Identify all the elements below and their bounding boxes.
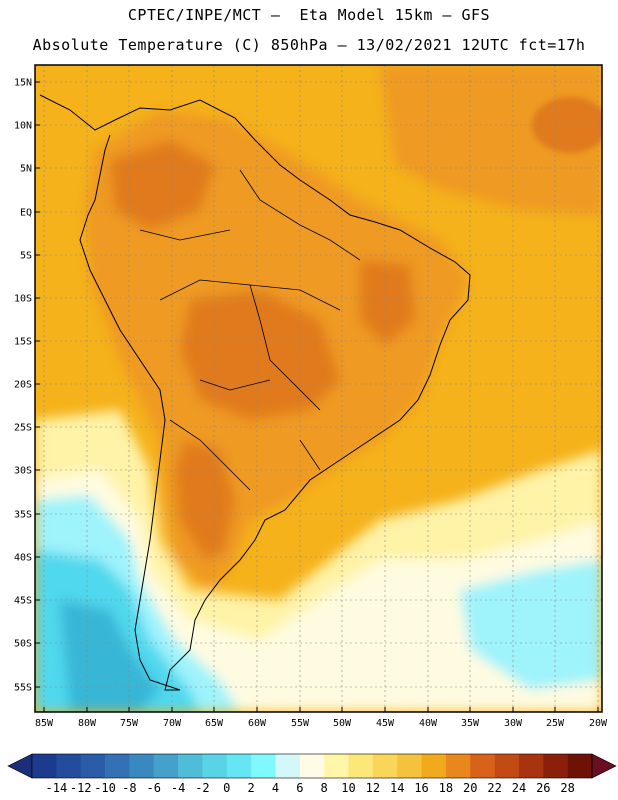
cold-zone-deep [60,600,160,712]
hot-patch-atlantic [532,97,602,153]
colorbar-label: -2 [195,781,209,795]
colorbar-segment [470,754,495,778]
lon-tick-label: 60W [248,718,267,729]
hot-core-central [180,290,340,420]
lat-tick-label: 40S [14,553,32,564]
hot-core-northwest [110,140,215,230]
lat-tick-label: 5S [20,251,32,262]
colorbar-segment [226,754,252,778]
lat-tick-label: 30S [14,466,32,477]
colorbar-segment [421,754,447,778]
lat-tick-label: 10N [14,121,32,132]
colorbar-segment [518,754,544,778]
colorbar-segment [445,754,471,778]
colorbar-segment [251,754,276,778]
colorbar-label: 14 [390,781,404,795]
lat-tick-label: 5N [20,164,32,175]
lon-tick-label: 50W [333,718,352,729]
coastline [39,94,471,691]
lon-tick-label: 65W [205,718,224,729]
colorbar-label: 20 [463,781,477,795]
colorbar-label: 28 [560,781,574,795]
lon-tick-label: 40W [419,718,438,729]
colorbar-label: 4 [272,781,279,795]
colorbar-label: 0 [223,781,230,795]
chart-title-line1: CPTEC/INPE/MCT – Eta Model 15km – GFS [127,6,491,24]
colorbar-cap-high [591,753,617,779]
colorbar-segment [80,754,106,778]
colorbar-label: 2 [248,781,255,795]
lon-tick-label: 55W [291,718,310,729]
colorbar-label: 26 [536,781,550,795]
lon-tick-label: 75W [120,718,139,729]
latitude-axis: 15N 10N 5N EQ 5S 10S 15S 20S 25S 30S 35S 40S 45S 50S 5… [14,78,40,694]
lat-tick-label: 50S [14,639,32,650]
chart-title-line2: Absolute Temperature (C) 850hPa – 13/02/… [32,36,586,54]
lon-tick-label: 80W [78,718,97,729]
colorbar-segment [153,754,179,778]
colorbar-segment [105,754,130,778]
lat-tick-label: 20S [14,380,32,391]
lat-tick-label: EQ [20,208,32,219]
map-frame [34,64,603,713]
colorbar-segment [348,754,374,778]
colorbar-label: 12 [366,781,380,795]
colorbar-label: 22 [487,781,501,795]
colorbar-label: 18 [439,781,453,795]
lat-tick-label: 35S [14,510,32,521]
colorbar-segment [275,754,301,778]
colorbar: -14 -12 -10 -8 -6 -4 -2 0 2 4 6 8 10 12 14 16 18 20 22 24 26… [7,753,617,795]
warm-ocean-northeast [380,65,602,215]
lon-tick-label: 35W [461,718,480,729]
lat-tick-label: 15S [14,337,32,348]
colorbar-label: -14 [46,781,68,795]
colorbar-label: 8 [321,781,328,795]
colorbar-segment [202,754,228,778]
colorbar-segment [299,754,325,778]
colorbar-segment [129,754,155,778]
colorbar-label: -6 [147,781,161,795]
lat-tick-label: 25S [14,423,32,434]
lat-tick-label: 45S [14,596,32,607]
colorbar-label: 6 [296,781,303,795]
colorbar-label: 16 [414,781,428,795]
colorbar-segment [567,754,593,778]
lon-tick-label: 20W [589,718,608,729]
colorbar-segment [543,754,568,778]
lon-tick-label: 25W [546,718,565,729]
colorbar-label: 24 [512,781,526,795]
lon-tick-label: 70W [163,718,182,729]
colorbar-label: 10 [341,781,355,795]
lon-tick-label: 85W [35,718,54,729]
colorbar-segment [32,754,57,778]
colorbar-label: -12 [70,781,92,795]
lon-tick-label: 45W [376,718,395,729]
hot-core-northeast-brazil [360,260,415,345]
colorbar-cap-low [7,753,33,779]
lat-tick-label: 15N [14,78,32,89]
colorbar-label: -10 [94,781,116,795]
country-borders [139,169,361,491]
colorbar-segment [372,754,398,778]
colorbar-segment [494,754,520,778]
longitude-axis: 85W 80W 75W 70W 65W 60W 55W 50W 45W 40W 35W 30W 25W 2… [35,707,608,729]
colorbar-label: -8 [122,781,136,795]
colorbar-outline [31,753,593,779]
temperature-field [35,65,602,712]
colorbar-label: -4 [171,781,185,795]
lon-tick-label: 30W [504,718,523,729]
lat-tick-label: 10S [14,294,32,305]
colorbar-segment [178,754,203,778]
lat-tick-label: 55S [14,683,32,694]
colorbar-segment [397,754,422,778]
colorbar-segment [56,754,81,778]
colorbar-segment [324,754,349,778]
cold-zone-light-east [460,560,602,690]
